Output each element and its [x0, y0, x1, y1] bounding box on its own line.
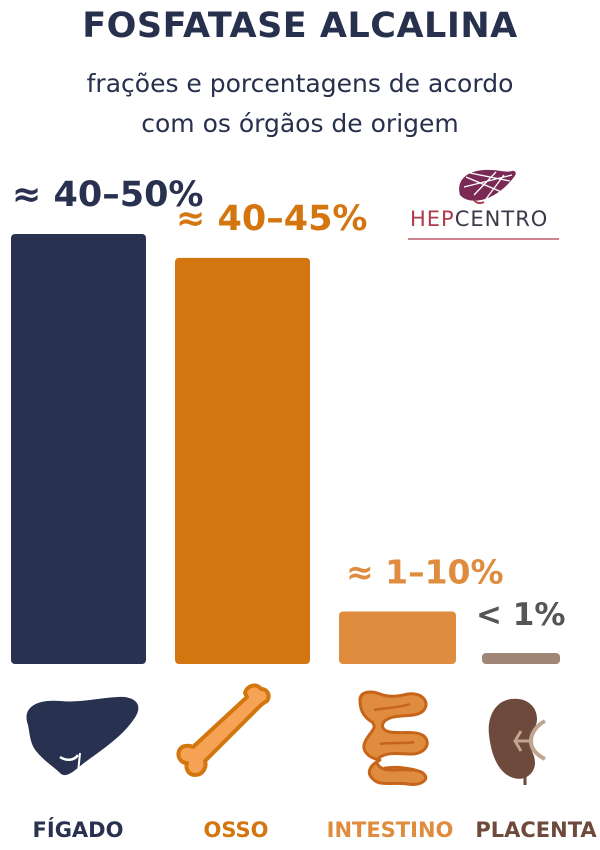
bone-icon [176, 683, 271, 777]
bar-intestino [339, 611, 456, 664]
value-label-osso: ≈ 40–45% [176, 199, 368, 239]
category-label-placenta: PLACENTA [475, 818, 597, 842]
chart-title: FOSFATASE ALCALINA [82, 6, 518, 46]
chart-subtitle: frações e porcentagens de acordo com os … [0, 64, 600, 144]
bar-figado-group: ≈ 40–50% FÍGADO [11, 175, 204, 842]
bar-figado [11, 234, 146, 664]
liver-icon [26, 696, 139, 776]
hepcentro-logo: HEPCENTRO [404, 165, 574, 245]
category-label-intestino: INTESTINO [327, 818, 454, 842]
value-label-figado: ≈ 40–50% [12, 175, 204, 215]
logo-text-hep: HEP [410, 207, 455, 231]
liver-logo-icon [459, 169, 516, 205]
bar-osso [175, 257, 310, 664]
intestine-icon [358, 690, 429, 786]
category-label-osso: OSSO [203, 818, 268, 842]
bar-osso-group: ≈ 40–45% OSSO [175, 199, 368, 842]
bar-placenta-group: < 1% PLACENTA [475, 597, 597, 842]
logo-text: HEPCENTRO [410, 207, 548, 231]
category-label-figado: FÍGADO [33, 817, 124, 842]
kidney-icon [488, 698, 546, 785]
value-label-placenta: < 1% [476, 597, 565, 633]
bar-intestino-group: ≈ 1–10% INTESTINO [327, 552, 504, 842]
subtitle-line-1: frações e porcentagens de acordo [86, 69, 514, 98]
subtitle-line-2: com os órgãos de origem [141, 109, 459, 138]
bar-placenta [482, 653, 560, 664]
logo-text-centro: CENTRO [454, 207, 549, 231]
value-label-intestino: ≈ 1–10% [346, 552, 504, 591]
